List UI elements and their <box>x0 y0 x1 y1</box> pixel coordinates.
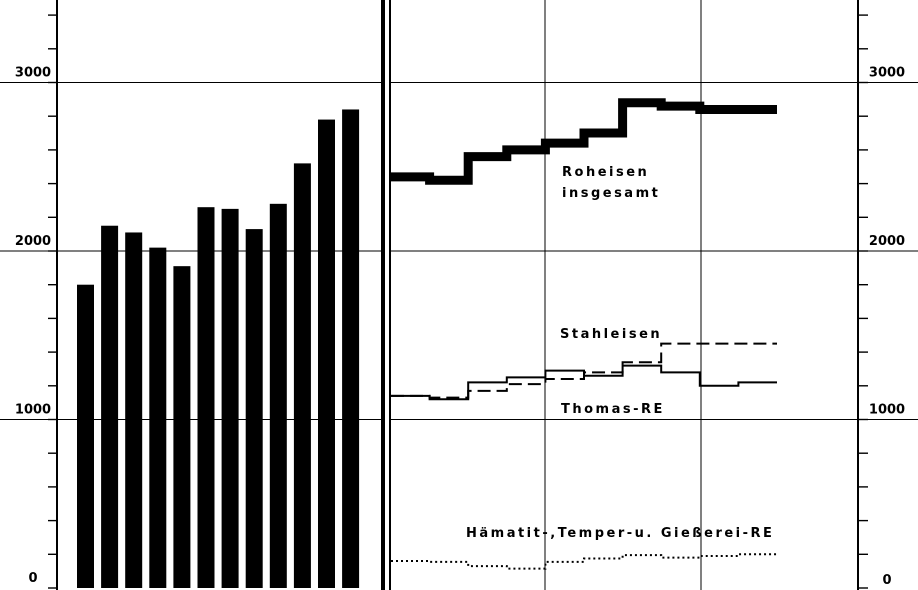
series-line <box>391 364 777 401</box>
left-tick-label: 2000 <box>15 234 51 249</box>
right-tick-label: 0 <box>882 573 891 588</box>
series-line <box>391 342 777 399</box>
left-tick-label: 0 <box>28 571 37 586</box>
bar <box>101 225 119 588</box>
bar <box>125 232 143 588</box>
series-label: Hämatit-,Temper-u. Gießerei-RE <box>466 526 774 541</box>
right-tick-label: 3000 <box>869 66 905 81</box>
series-line <box>391 98 777 185</box>
right-tick-label: 1000 <box>869 403 905 418</box>
left-tick-label: 1000 <box>15 403 51 418</box>
bar <box>149 247 167 588</box>
bar <box>318 119 335 588</box>
right-tick-labels: 0 1000 2000 3000 <box>869 66 905 589</box>
bars <box>77 109 360 589</box>
bar <box>269 203 287 588</box>
series-label: Roheisen <box>562 165 649 180</box>
bar <box>197 207 215 588</box>
line-chart: 0 1000 2000 3000 Roheisen insgesamt Stahleise… <box>389 0 918 590</box>
series-label: Thomas-RE <box>561 402 665 417</box>
left-tick-labels: 0 1000 2000 3000 <box>15 66 51 587</box>
series-line <box>391 553 777 570</box>
series-lines <box>391 98 777 570</box>
right-gridlines <box>390 82 918 420</box>
bar-chart: 0 1000 2000 3000 <box>0 0 383 590</box>
series-label: Stahleisen <box>560 327 662 342</box>
bar <box>342 109 360 589</box>
right-tick-label: 2000 <box>869 234 905 249</box>
bar <box>293 163 311 588</box>
right-ticks <box>858 14 868 589</box>
left-tick-label: 3000 <box>15 66 51 81</box>
series-label: insgesamt <box>562 186 660 201</box>
bar <box>245 229 263 588</box>
left-ticks <box>48 14 57 589</box>
series-labels: Roheisen insgesamt Stahleisen Thomas-RE Häma… <box>466 165 774 541</box>
bar <box>77 284 94 588</box>
bar <box>221 208 239 588</box>
bar <box>173 266 191 588</box>
